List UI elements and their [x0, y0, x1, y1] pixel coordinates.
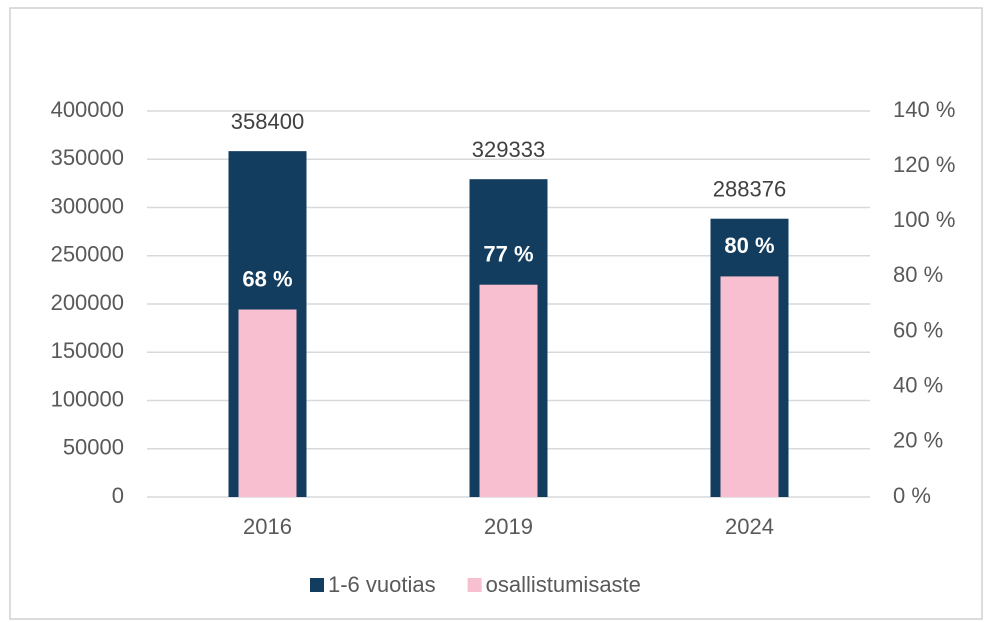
y-tick-label: 200000	[51, 290, 124, 315]
y-tick-label: 300000	[51, 193, 124, 218]
x-tick-label: 2016	[243, 514, 292, 539]
y2-tick-label: 120 %	[893, 152, 955, 177]
y-tick-label: 250000	[51, 242, 124, 267]
y2-tick-label: 80 %	[893, 262, 943, 287]
x-tick-label: 2024	[725, 514, 774, 539]
bar	[238, 309, 297, 497]
data-label: 80 %	[724, 233, 774, 258]
y-tick-label: 350000	[51, 145, 124, 170]
y-tick-label: 100000	[51, 386, 124, 411]
y2-tick-label: 40 %	[893, 373, 943, 398]
y2-tick-label: 100 %	[893, 207, 955, 232]
data-label: 288376	[713, 177, 786, 202]
y-tick-label: 0	[112, 483, 124, 508]
legend-swatch	[467, 578, 482, 592]
data-label: 77 %	[483, 242, 533, 267]
y2-tick-label: 0 %	[893, 483, 931, 508]
y2-tick-label: 20 %	[893, 428, 943, 453]
legend-swatch	[310, 578, 324, 592]
data-label: 358400	[231, 109, 304, 134]
bar	[720, 276, 779, 497]
y-tick-label: 50000	[63, 435, 124, 460]
bar	[479, 284, 538, 497]
legend-label: 1-6 vuotias	[328, 572, 436, 597]
y2-tick-label: 140 %	[893, 97, 955, 122]
y-tick-label: 400000	[51, 97, 124, 122]
data-label: 68 %	[242, 266, 292, 291]
data-label: 329333	[472, 137, 545, 162]
x-tick-label: 2019	[484, 514, 533, 539]
y2-tick-label: 60 %	[893, 317, 943, 342]
y-tick-label: 150000	[51, 338, 124, 363]
legend-label: osallistumisaste	[486, 572, 641, 597]
